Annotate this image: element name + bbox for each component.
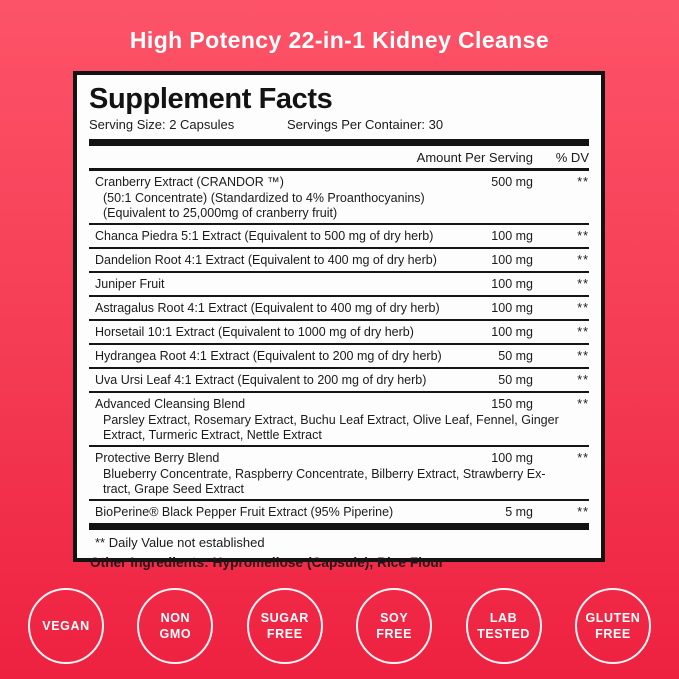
table-row: BioPerine® Black Pepper Fruit Extract (9… [89, 501, 589, 523]
table-row-main: Hydrangea Root 4:1 Extract (Equivalent t… [89, 349, 589, 364]
ingredient-name: Chanca Piedra 5:1 Extract (Equivalent to… [95, 229, 434, 243]
amount-value: 100 mg [491, 301, 533, 315]
badge-lab-tested: LAB TESTED [465, 588, 542, 664]
table-row-main: Cranberry Extract (CRANDOR ™) 500 mg ** [89, 175, 589, 190]
badge-label: FREE [376, 627, 413, 641]
badge-label: NON [160, 611, 191, 625]
servings-per-container: Servings Per Container: 30 [287, 117, 444, 132]
badge-row: VEGAN NON GMO SUGAR FREE SOY FREE LAB TESTED GLUT… [0, 588, 679, 664]
divider-bar-bottom [89, 523, 589, 530]
badge-label: FREE [595, 627, 631, 641]
table-row: Uva Ursi Leaf 4:1 Extract (Equivalent to… [89, 369, 589, 393]
badge-label: SUGAR [260, 611, 309, 625]
table-row-main: Uva Ursi Leaf 4:1 Extract (Equivalent to… [89, 373, 589, 388]
dv-value: ** [577, 397, 589, 411]
table-row: Cranberry Extract (CRANDOR ™) 500 mg ** (50… [89, 171, 589, 225]
badge-non-gmo: NON GMO [137, 588, 214, 664]
table-row-main: Astragalus Root 4:1 Extract (Equivalent … [89, 301, 589, 316]
dv-value: ** [577, 229, 589, 243]
serving-size: Serving Size: 2 Capsules [89, 117, 235, 132]
dv-value: ** [577, 175, 589, 189]
table-row-main: Dandelion Root 4:1 Extract (Equivalent t… [89, 253, 589, 268]
other-ingredients: Other Ingredients: Hypromellose (Capsule… [90, 555, 445, 570]
table-row: Horsetail 10:1 Extract (Equivalent to 10… [89, 321, 589, 345]
dv-value: ** [577, 373, 589, 387]
ingredient-name: Hydrangea Root 4:1 Extract (Equivalent t… [95, 349, 442, 363]
amount-value: 500 mg [491, 175, 533, 189]
badge-label: LAB [489, 611, 518, 625]
facts-rows: Cranberry Extract (CRANDOR ™) 500 mg ** (50… [89, 171, 589, 523]
table-row: Astragalus Root 4:1 Extract (Equivalent … [89, 297, 589, 321]
ingredient-name: Cranberry Extract (CRANDOR ™) [95, 175, 284, 189]
facts-column-header: Amount Per Serving % DV [89, 146, 589, 171]
ingredient-subtext: Extract, Turmeric Extract, Nettle Extrac… [103, 428, 322, 442]
amount-value: 100 mg [491, 229, 533, 243]
ingredient-subtext: tract, Grape Seed Extract [103, 482, 245, 496]
badge-sugar-free: SUGAR FREE [246, 588, 323, 664]
table-row: Hydrangea Root 4:1 Extract (Equivalent t… [89, 345, 589, 369]
badge-gluten-free: GLUTEN FREE [574, 588, 651, 664]
ingredient-name: Advanced Cleansing Blend [95, 397, 246, 411]
amount-value: 150 mg [491, 397, 533, 411]
amount-value: 5 mg [505, 505, 533, 519]
ingredient-name: Uva Ursi Leaf 4:1 Extract (Equivalent to… [95, 373, 427, 387]
dv-value: ** [577, 301, 589, 315]
table-row: Chanca Piedra 5:1 Extract (Equivalent to… [89, 225, 589, 249]
header-spacer [89, 150, 383, 165]
ingredient-name: Horsetail 10:1 Extract (Equivalent to 10… [95, 325, 414, 339]
amount-value: 100 mg [491, 277, 533, 291]
table-row: Protective Berry Blend 100 mg ** Blueberry … [89, 447, 589, 501]
daily-value-footnote: ** Daily Value not established [95, 535, 265, 550]
ingredient-subtext: (Equivalent to 25,000mg of cranberry fru… [103, 206, 338, 220]
ingredient-subtext: Parsley Extract, Rosemary Extract, Buchu… [103, 413, 559, 427]
amount-value: 100 mg [491, 451, 533, 465]
ingredient-name: Protective Berry Blend [95, 451, 220, 465]
supplement-facts-panel: Supplement Facts Serving Size: 2 Capsule… [73, 71, 605, 562]
amount-value: 100 mg [491, 253, 533, 267]
table-row-main: Chanca Piedra 5:1 Extract (Equivalent to… [89, 229, 589, 244]
badge-soy-free: SOY FREE [356, 588, 433, 664]
badge-label: GLUTEN [585, 611, 641, 625]
ingredient-subtext: (50:1 Concentrate) (Standardized to 4% P… [103, 191, 425, 205]
serving-info: Serving Size: 2 Capsules Servings Per Co… [89, 117, 589, 132]
table-row-main: BioPerine® Black Pepper Fruit Extract (9… [89, 505, 589, 520]
dv-value: ** [577, 325, 589, 339]
ingredient-name: Juniper Fruit [95, 277, 165, 291]
dv-value: ** [577, 349, 589, 363]
table-row-main: Protective Berry Blend 100 mg ** [89, 451, 589, 466]
amount-value: 50 mg [498, 373, 533, 387]
badge-label: GMO [159, 627, 192, 641]
table-row: Dandelion Root 4:1 Extract (Equivalent t… [89, 249, 589, 273]
ingredient-name: Dandelion Root 4:1 Extract (Equivalent t… [95, 253, 437, 267]
column-header-dv: % DV [555, 150, 589, 165]
dv-value: ** [577, 451, 589, 465]
amount-value: 50 mg [498, 349, 533, 363]
badge-vegan: VEGAN [28, 588, 104, 664]
table-row-main: Juniper Fruit 100 mg ** [89, 277, 589, 292]
badge-label: VEGAN [42, 619, 90, 633]
badge-label: FREE [266, 627, 303, 641]
ingredient-name: BioPerine® Black Pepper Fruit Extract (9… [95, 505, 394, 519]
table-row-main: Horsetail 10:1 Extract (Equivalent to 10… [89, 325, 589, 340]
ingredient-name: Astragalus Root 4:1 Extract (Equivalent … [95, 301, 440, 315]
page-title: High Potency 22-in-1 Kidney Cleanse [129, 27, 550, 53]
table-row: Advanced Cleansing Blend 150 mg ** Parsley … [89, 393, 589, 447]
column-header-amount: Amount Per Serving [416, 150, 533, 165]
table-row-main: Advanced Cleansing Blend 150 mg ** [89, 397, 589, 412]
amount-value: 100 mg [491, 325, 533, 339]
table-row: Juniper Fruit 100 mg ** [89, 273, 589, 297]
dv-value: ** [577, 505, 589, 519]
facts-heading: Supplement Facts [89, 83, 333, 115]
ingredient-subtext: Blueberry Concentrate, Raspberry Concent… [103, 467, 546, 481]
dv-value: ** [577, 277, 589, 291]
dv-value: ** [577, 253, 589, 267]
badge-label: TESTED [477, 627, 531, 641]
divider-bar-top [89, 139, 589, 146]
badge-label: SOY [380, 611, 409, 625]
